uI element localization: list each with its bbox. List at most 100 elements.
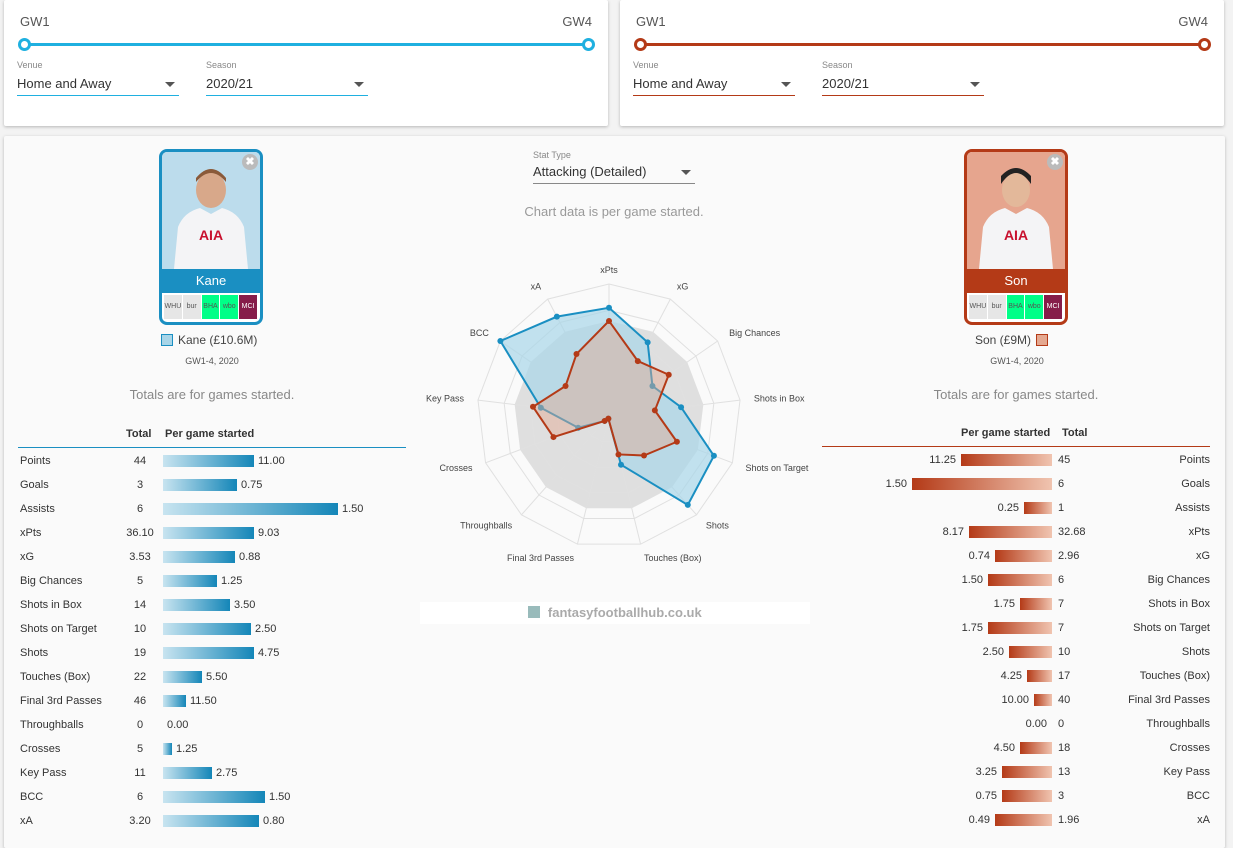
right-player-card[interactable]: AIA ✖ Son WHU bur BHA wbo MCI xyxy=(964,149,1068,325)
table-row: Goals 3 0.75 xyxy=(20,474,406,498)
stat-total: 7 xyxy=(1058,598,1065,610)
venue-select[interactable]: Home and Away xyxy=(17,74,179,96)
table-row: 4.25 17 Touches (Box) xyxy=(822,665,1210,689)
fixture-chip: wbo xyxy=(1025,295,1045,319)
stat-total: 14 xyxy=(133,599,147,611)
stat-name: Shots on Target xyxy=(1133,622,1210,634)
stat-name: Assists xyxy=(20,503,55,515)
stat-name: Final 3rd Passes xyxy=(20,695,102,707)
stat-name: xG xyxy=(20,551,35,563)
stat-per-game: 3.25 xyxy=(975,766,997,778)
stat-type-select[interactable]: Attacking (Detailed) xyxy=(533,162,695,184)
radar-axis-label: Big Chances xyxy=(729,328,781,338)
venue-label: Venue xyxy=(633,60,659,70)
chevron-down-icon xyxy=(354,82,364,87)
legend-label: Kane (£10.6M) xyxy=(178,333,258,347)
stat-bar xyxy=(163,647,254,659)
radar-point xyxy=(550,434,557,441)
radar-point xyxy=(615,451,622,458)
gameweek-slider-start-handle[interactable] xyxy=(18,38,31,51)
radar-grid-ring xyxy=(477,283,741,545)
radar-point xyxy=(673,438,680,445)
radar-point xyxy=(684,501,691,508)
stat-name: Assists xyxy=(1175,502,1210,514)
stat-per-game: 0.75 xyxy=(975,790,997,802)
fixture-strip: WHU bur BHA wbo MCI xyxy=(164,295,258,319)
stat-name: xPts xyxy=(1188,526,1210,538)
radar-point xyxy=(665,371,672,378)
chevron-down-icon xyxy=(970,82,980,87)
radar-point xyxy=(497,338,504,345)
stat-total: 6 xyxy=(136,503,144,515)
per-game-column-header: Per game started xyxy=(165,428,255,440)
radar-axis-label: xA xyxy=(531,282,542,292)
venue-select[interactable]: Home and Away xyxy=(633,74,795,96)
stat-total: 3.53 xyxy=(129,551,151,563)
radar-point xyxy=(651,407,658,414)
stat-bar xyxy=(163,791,265,803)
table-row: 1.75 7 Shots in Box xyxy=(822,593,1210,617)
gameweek-slider-end-handle[interactable] xyxy=(582,38,595,51)
total-column-header: Total xyxy=(126,428,152,440)
season-select[interactable]: 2020/21 xyxy=(822,74,984,96)
stat-total: 6 xyxy=(1058,574,1065,586)
header-divider xyxy=(18,447,406,448)
stat-bar xyxy=(163,551,235,563)
remove-player-button[interactable]: ✖ xyxy=(242,154,258,170)
date-range-note: GW1-4, 2020 xyxy=(990,356,1044,366)
stat-total: 11 xyxy=(134,767,146,779)
watermark-text: fantasyfootballhub.co.uk xyxy=(547,605,702,620)
stat-per-game: 1.75 xyxy=(961,622,983,634)
stat-per-game: 1.50 xyxy=(961,574,983,586)
stat-name: xG xyxy=(1195,550,1210,562)
fixture-chip: bur xyxy=(182,295,202,319)
season-select[interactable]: 2020/21 xyxy=(206,74,368,96)
svg-text:AIA: AIA xyxy=(199,227,223,243)
stat-per-game: 1.50 xyxy=(269,791,291,803)
stat-bar xyxy=(988,574,1052,586)
stat-total: 18 xyxy=(1058,742,1071,754)
stat-bar xyxy=(995,550,1052,562)
table-row: 10.00 40 Final 3rd Passes xyxy=(822,689,1210,713)
radar-point xyxy=(573,351,580,358)
radar-point xyxy=(710,452,717,459)
chevron-down-icon xyxy=(781,82,791,87)
stat-per-game: 1.75 xyxy=(993,598,1015,610)
stat-per-game: 0.74 xyxy=(968,550,990,562)
stat-per-game: 0.88 xyxy=(239,551,261,563)
table-row: 0.25 1 Assists xyxy=(822,497,1210,521)
fixture-chip: MCI xyxy=(1044,295,1063,319)
venue-label: Venue xyxy=(17,60,43,70)
radar-point xyxy=(553,313,560,320)
stat-bar xyxy=(163,767,212,779)
stat-name: BCC xyxy=(20,791,44,803)
gameweek-slider-start-handle[interactable] xyxy=(634,38,647,51)
stat-per-game: 4.25 xyxy=(1000,670,1022,682)
stat-per-game: 0.75 xyxy=(241,479,263,491)
left-player-card[interactable]: AIA ✖ Kane WHU bur BHA wbo MCI xyxy=(159,149,263,325)
gameweek-slider-track[interactable] xyxy=(26,43,590,46)
stat-name: xPts xyxy=(20,527,42,539)
stat-bar xyxy=(1002,766,1052,778)
stat-bar xyxy=(163,815,259,827)
table-row: 1.50 6 Big Chances xyxy=(822,569,1210,593)
stat-total: 1 xyxy=(1058,502,1065,514)
stat-bar xyxy=(961,454,1052,466)
table-row: BCC 6 1.50 xyxy=(20,786,406,810)
stat-bar xyxy=(969,526,1052,538)
remove-player-button[interactable]: ✖ xyxy=(1047,154,1063,170)
stat-bar xyxy=(1009,646,1052,658)
stat-per-game: 3.50 xyxy=(234,599,256,611)
radar-axis-label: Crosses xyxy=(439,463,473,473)
stat-total: 0 xyxy=(1058,718,1065,730)
player-name: Son xyxy=(967,269,1065,293)
radar-axis-label: xG xyxy=(677,282,689,292)
stat-total: 36.10 xyxy=(126,527,154,539)
legend-swatch xyxy=(1036,334,1049,346)
gw-end-label: GW4 xyxy=(562,14,592,29)
stat-name: xA xyxy=(20,815,33,827)
radar-point xyxy=(606,317,612,324)
season-label: Season xyxy=(206,60,237,70)
gameweek-slider-track[interactable] xyxy=(642,43,1206,46)
gameweek-slider-end-handle[interactable] xyxy=(1198,38,1211,51)
